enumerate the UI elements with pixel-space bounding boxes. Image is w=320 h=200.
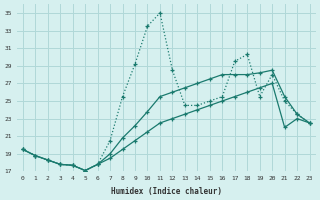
X-axis label: Humidex (Indice chaleur): Humidex (Indice chaleur) — [111, 187, 222, 196]
